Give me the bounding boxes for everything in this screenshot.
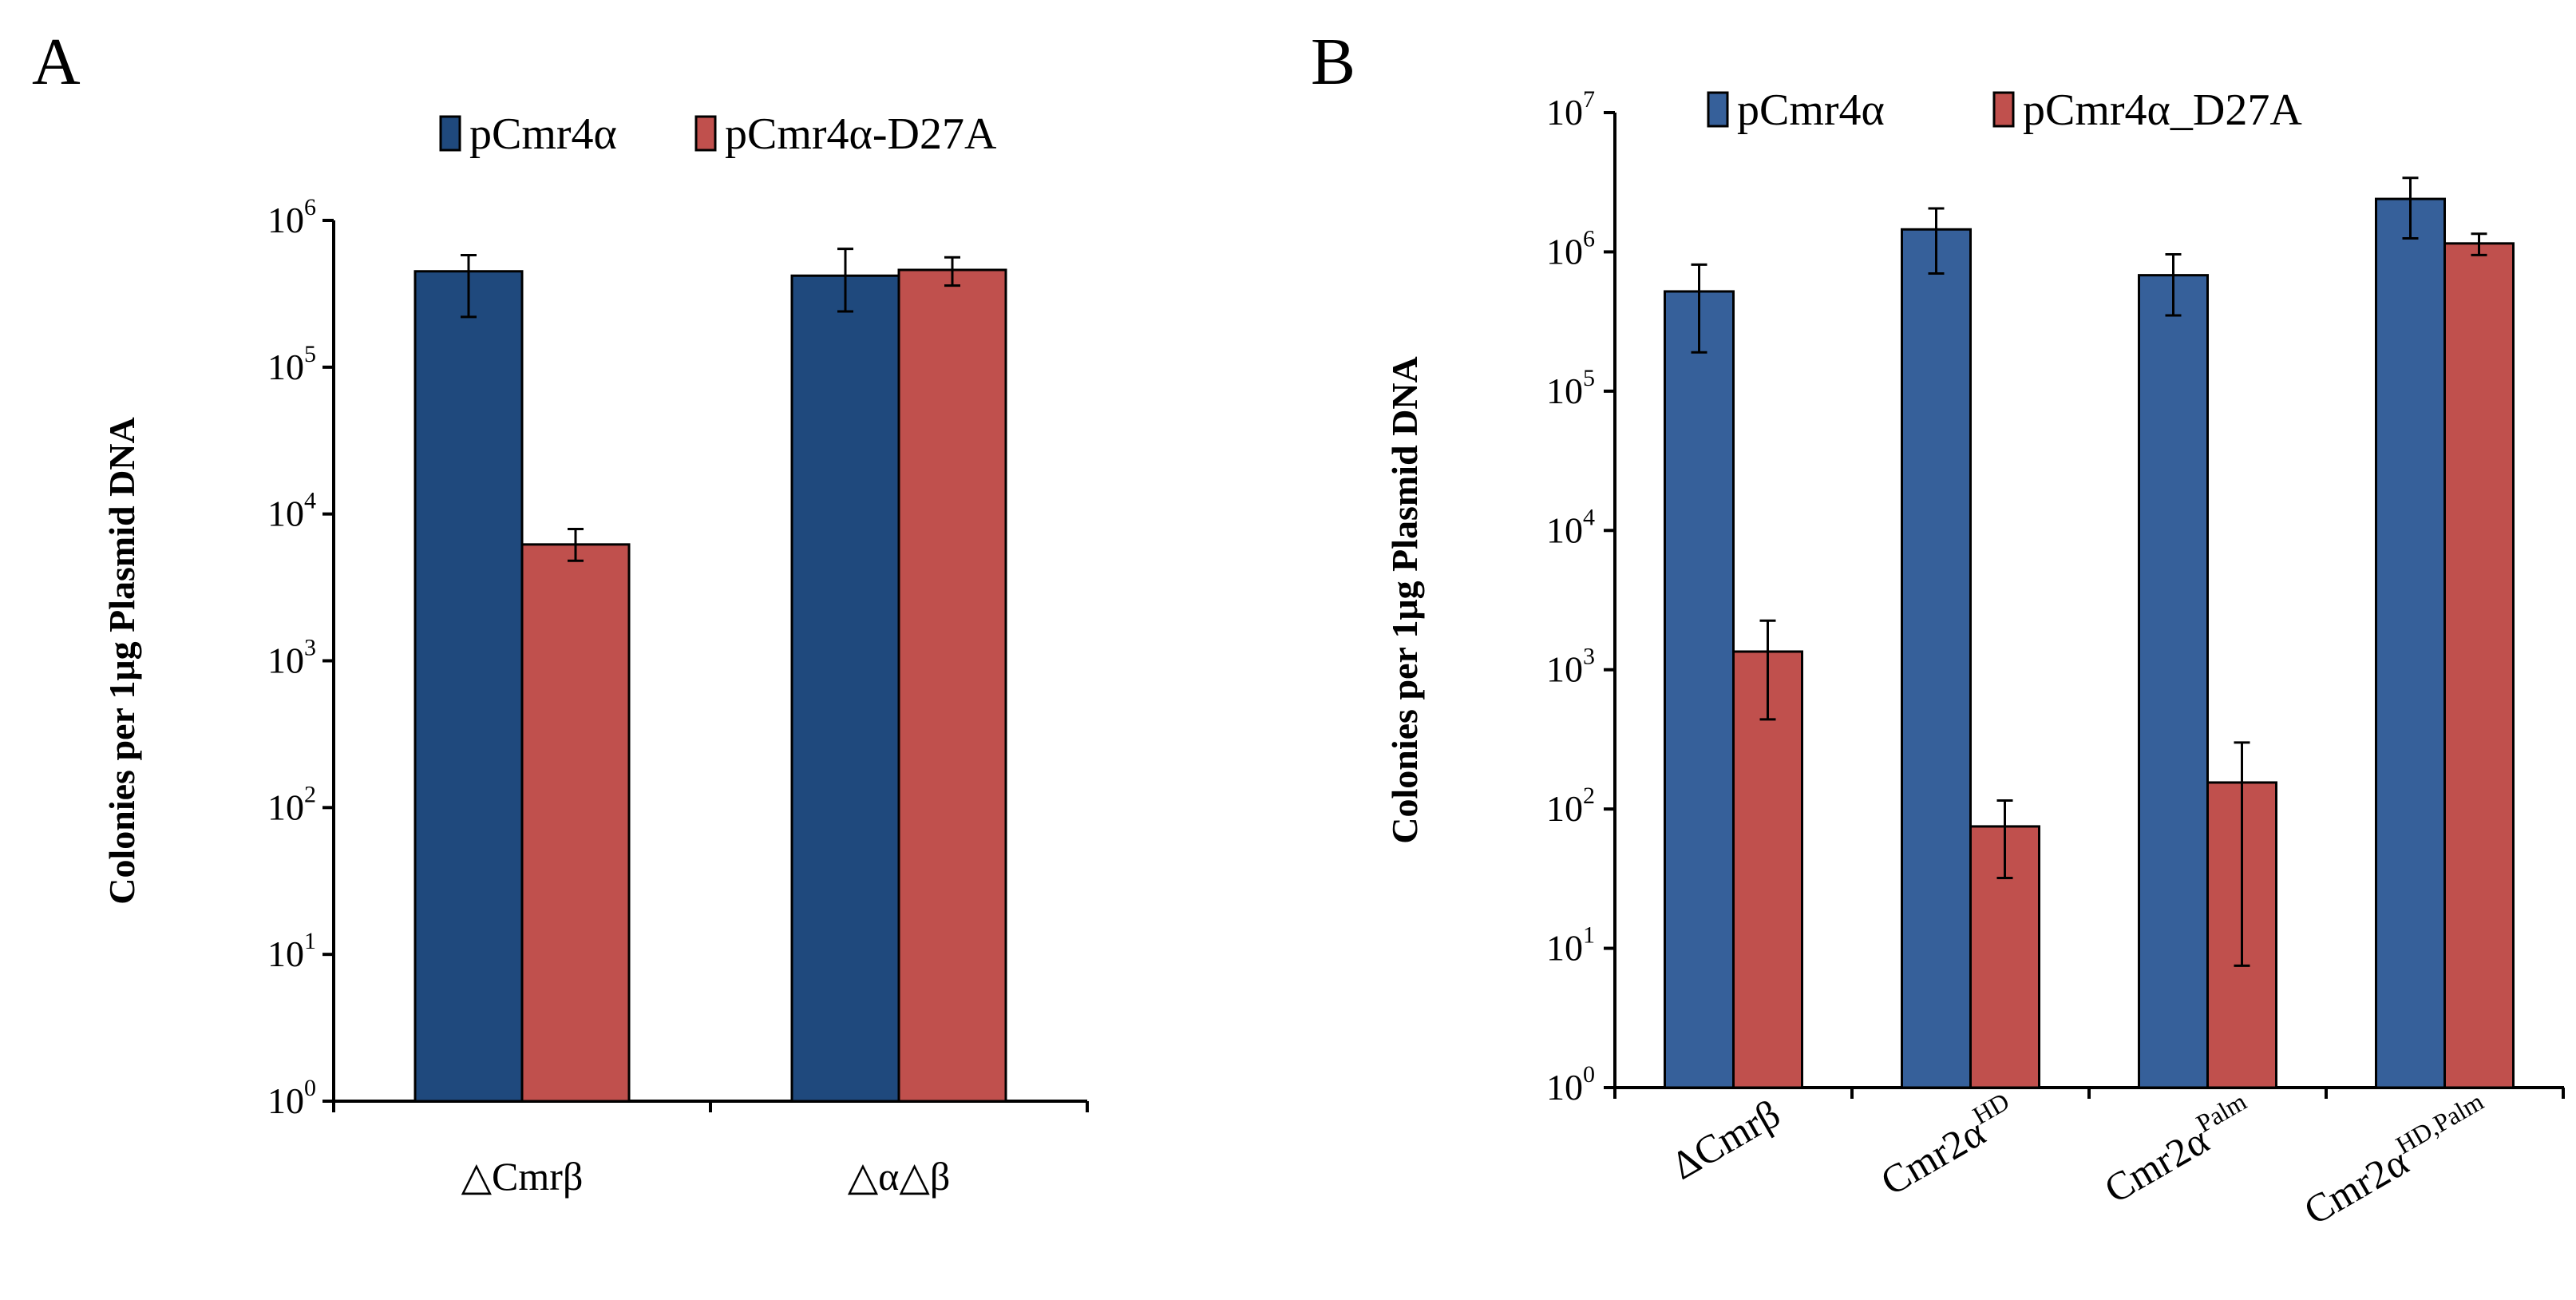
x-category-label: Cmr2αHD,Palm	[2294, 1087, 2499, 1234]
x-category-label: ΔCmrβ	[1664, 1091, 1787, 1188]
category-name: ΔCmrβ	[1664, 1091, 1787, 1188]
y-tick-label: 100	[1546, 1061, 1595, 1108]
y-tick-base: 10	[267, 493, 304, 534]
x-category-label: △α△β	[848, 1154, 951, 1199]
y-tick-label: 103	[267, 635, 316, 681]
x-category-label: Cmr2αPalm	[2095, 1087, 2261, 1212]
category-superscript: HD,Palm	[2391, 1087, 2488, 1159]
y-tick-exponent: 3	[304, 635, 316, 661]
bar-series2	[520, 543, 631, 1103]
legend-swatch	[439, 115, 461, 152]
category-name: Cmr2α	[2297, 1139, 2416, 1234]
y-tick-exponent: 4	[304, 488, 316, 514]
y-tick-exponent: 6	[304, 194, 316, 220]
y-tick-label: 100	[267, 1075, 316, 1121]
y-tick-exponent: 3	[1583, 644, 1595, 670]
y-tick-base: 10	[1546, 928, 1583, 969]
y-tick-label: 104	[1546, 504, 1595, 550]
legend-label: pCmr4α_D27A	[2023, 85, 2302, 135]
y-tick-base: 10	[1546, 788, 1583, 829]
bar-series2	[2443, 242, 2515, 1089]
y-tick-label: 106	[267, 194, 316, 240]
category-name: △α△β	[848, 1154, 951, 1199]
y-tick-base: 10	[267, 200, 304, 240]
y-tick-exponent: 1	[1583, 922, 1595, 949]
y-tick-label: 101	[1546, 922, 1595, 969]
bar-series1	[2375, 197, 2446, 1089]
x-category-label: △Cmrβ	[461, 1154, 584, 1199]
y-tick-label: 105	[267, 341, 316, 387]
y-tick-base: 10	[267, 1080, 304, 1121]
y-tick-exponent: 5	[1583, 365, 1595, 391]
legend-swatch	[1992, 91, 2015, 128]
y-tick-label: 101	[267, 928, 316, 974]
x-category-label: Cmr2αHD	[1871, 1087, 2024, 1204]
y-tick-exponent: 2	[304, 781, 316, 807]
legend-swatch	[694, 115, 717, 152]
y-tick-base: 10	[1546, 509, 1583, 550]
category-name: Cmr2α	[2097, 1117, 2216, 1212]
y-tick-base: 10	[1546, 92, 1583, 133]
category-name: Cmr2α	[1874, 1109, 1992, 1204]
y-axis-title: Colonies per 1μg Plasmid DNA	[1384, 356, 1425, 843]
category-name: △Cmrβ	[461, 1154, 584, 1199]
y-tick-base: 10	[1546, 649, 1583, 690]
legend-label: pCmr4α-D27A	[725, 109, 997, 159]
y-tick-label: 105	[1546, 365, 1595, 411]
y-tick-base: 10	[1546, 1067, 1583, 1108]
y-tick-exponent: 0	[304, 1075, 316, 1101]
legend-label: pCmr4α	[469, 109, 617, 159]
legend-label: pCmr4α	[1737, 85, 1885, 135]
y-tick-label: 104	[267, 488, 316, 534]
y-tick-base: 10	[267, 787, 304, 827]
y-tick-label: 102	[1546, 783, 1595, 829]
y-tick-label: 106	[1546, 225, 1595, 271]
y-tick-base: 10	[1546, 231, 1583, 271]
panel-label: B	[1311, 25, 1355, 99]
y-tick-exponent: 1	[304, 928, 316, 954]
bar-series1	[790, 274, 900, 1103]
bar-series2	[897, 268, 1007, 1103]
y-tick-label: 107	[1546, 86, 1595, 133]
bar-series1	[1664, 290, 1735, 1089]
y-tick-label: 102	[267, 781, 316, 827]
y-tick-exponent: 5	[304, 341, 316, 367]
y-tick-exponent: 4	[1583, 504, 1595, 530]
y-tick-base: 10	[1546, 371, 1583, 411]
legend-swatch	[1707, 91, 1729, 128]
y-tick-base: 10	[267, 933, 304, 974]
y-axis-title: Colonies per 1μg Plasmid DNA	[101, 417, 142, 904]
y-tick-label: 103	[1546, 644, 1595, 690]
bar-series1	[414, 270, 524, 1103]
panel-label: A	[32, 25, 81, 99]
y-tick-exponent: 6	[1583, 225, 1595, 252]
y-tick-base: 10	[267, 640, 304, 681]
y-tick-base: 10	[267, 347, 304, 387]
y-tick-exponent: 2	[1583, 783, 1595, 809]
y-tick-exponent: 0	[1583, 1061, 1595, 1088]
bar-series1	[2138, 274, 2209, 1089]
bar-series1	[1901, 228, 1972, 1089]
y-tick-exponent: 7	[1583, 86, 1595, 113]
